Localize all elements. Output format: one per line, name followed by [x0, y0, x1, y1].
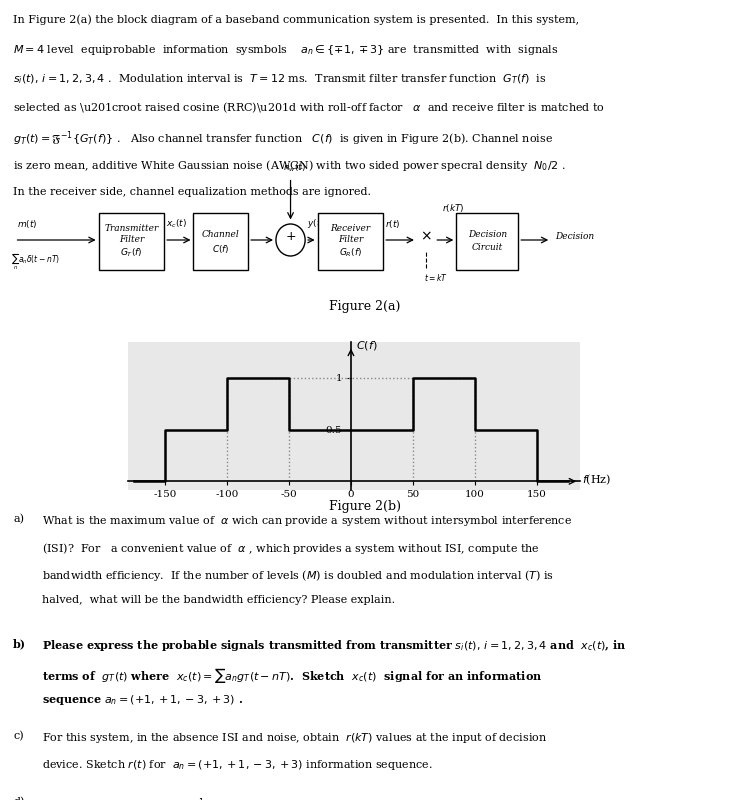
- Text: $G_T(f)$: $G_T(f)$: [120, 246, 142, 259]
- Text: $m(t)$: $m(t)$: [17, 218, 37, 230]
- Text: $C(f)$: $C(f)$: [212, 243, 230, 255]
- Text: Channel: Channel: [202, 230, 239, 239]
- Text: In the receiver side, channel equalization methods are ignored.: In the receiver side, channel equalizati…: [13, 187, 371, 198]
- Text: Decision: Decision: [468, 230, 507, 239]
- Text: $x_c(t)$: $x_c(t)$: [166, 218, 188, 230]
- Text: $r(kT)$: $r(kT)$: [442, 202, 464, 214]
- Text: halved,  what will be the bandwidth efficiency? Please explain.: halved, what will be the bandwidth effic…: [42, 595, 396, 605]
- Text: d): d): [13, 797, 25, 800]
- Text: selected as \u201croot raised cosine (RRC)\u201d with roll-off factor   $\alpha$: selected as \u201croot raised cosine (RR…: [13, 101, 605, 115]
- Bar: [193, 213, 248, 270]
- Text: a): a): [13, 514, 24, 524]
- Text: Decision: Decision: [555, 232, 594, 242]
- Text: Filter: Filter: [338, 235, 363, 244]
- Text: $s_i(t),\, i=1,2,3,4$ .  Modulation interval is  $T=12$ ms.  Transmit filter tra: $s_i(t),\, i=1,2,3,4$ . Modulation inter…: [13, 72, 547, 86]
- Text: What is the maximum value of  $\alpha$ wich can provide a system without intersy: What is the maximum value of $\alpha$ wi…: [42, 514, 572, 528]
- Text: sequence $a_n=(+1,+1,-3,+3)$ .: sequence $a_n=(+1,+1,-3,+3)$ .: [42, 693, 243, 707]
- Text: b): b): [13, 638, 26, 650]
- Text: $G_R(f)$: $G_R(f)$: [339, 246, 362, 259]
- Text: Figure 2(a): Figure 2(a): [329, 300, 401, 313]
- Text: In Figure 2(a) the block diagram of a baseband communication system is presented: In Figure 2(a) the block diagram of a ba…: [13, 14, 580, 25]
- Circle shape: [276, 224, 305, 256]
- Text: (ISI)?  For   a convenient value of  $\alpha$ , which provides a system without : (ISI)? For a convenient value of $\alpha…: [42, 541, 540, 556]
- Text: $t=kT$: $t=kT$: [424, 272, 448, 283]
- Text: Receiver: Receiver: [331, 224, 370, 233]
- Text: $M=4$ level  equiprobable  information  sysmbols    $a_n \in \{\mp1,\mp3\}$ are : $M=4$ level equiprobable information sys…: [13, 43, 558, 58]
- Text: $g_T(t)=\mathfrak{F}^{-1}\{G_T(f)\}$ .   Also channel transfer function   $C(f)$: $g_T(t)=\mathfrak{F}^{-1}\{G_T(f)\}$ . A…: [13, 130, 553, 148]
- Text: $\sum_n a_n\delta(t-nT)$: $\sum_n a_n\delta(t-nT)$: [11, 251, 60, 272]
- Text: Transmitter: Transmitter: [104, 224, 158, 233]
- Text: Please express the probable signals transmitted from transmitter $s_i(t),\, i=1,: Please express the probable signals tran…: [42, 638, 627, 654]
- Bar: [318, 213, 383, 270]
- Text: is zero mean, additive White Gaussian noise (AWGN) with two sided power specral : is zero mean, additive White Gaussian no…: [13, 158, 566, 174]
- Text: bandwidth efficiency.  If the number of levels ($M$) is doubled and modulation i: bandwidth efficiency. If the number of l…: [42, 568, 554, 583]
- Text: Figure 2(b): Figure 2(b): [329, 500, 401, 513]
- Text: $\times$: $\times$: [420, 230, 431, 244]
- Text: For this system, in the absence ISI and noise, obtain  $r(kT)$ values at the inp: For this system, in the absence ISI and …: [42, 731, 548, 746]
- Text: $f$(Hz): $f$(Hz): [582, 472, 611, 486]
- Text: $+$: $+$: [285, 230, 296, 243]
- Text: $r(t)$: $r(t)$: [385, 218, 401, 230]
- Text: $C(f)$: $C(f)$: [356, 339, 377, 352]
- Text: $n_w(t)$: $n_w(t)$: [283, 161, 306, 174]
- Text: Circuit: Circuit: [472, 243, 503, 252]
- Bar: [456, 213, 518, 270]
- Text: device. Sketch $r(t)$ for  $a_n=(+1,+1,-3,+3)$ information sequence.: device. Sketch $r(t)$ for $a_n=(+1,+1,-3…: [42, 758, 433, 773]
- Text: Filter: Filter: [119, 235, 144, 244]
- Text: c): c): [13, 731, 24, 742]
- Bar: [99, 213, 164, 270]
- Text: $y(t)$: $y(t)$: [307, 218, 324, 230]
- Text: terms of  $g_T(t)$ where  $x_c(t)=\sum a_n g_T(t-nT)$.  Sketch  $x_c(t)$  signal: terms of $g_T(t)$ where $x_c(t)=\sum a_n…: [42, 666, 543, 685]
- Text: For $a_n=+3$ and $N_0/2=10^{-1}$ W/Hz, compute SNR at the input of the decision : For $a_n=+3$ and $N_0/2=10^{-1}$ W/Hz, c…: [42, 797, 523, 800]
